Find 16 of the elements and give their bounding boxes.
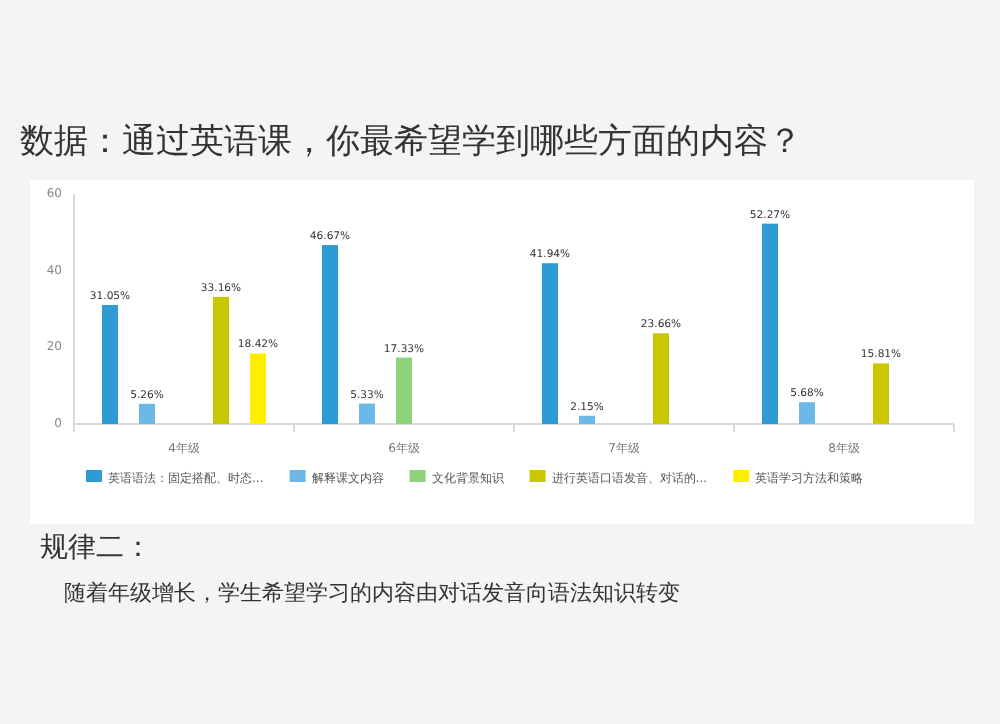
bar: [213, 296, 229, 424]
bar: [873, 363, 889, 424]
bar: [762, 223, 778, 424]
bar: [102, 304, 118, 424]
bar: [250, 353, 266, 424]
bar: [139, 403, 155, 424]
bar: [396, 357, 412, 424]
bar: [653, 333, 669, 424]
title: 数据：通过英语课，你最希望学到哪些方面的内容？: [20, 122, 802, 162]
bar: [579, 415, 595, 424]
text: 随着年级增长，学生希望学习的内容由对话发音向语法知识转变: [64, 580, 680, 606]
bar: [799, 402, 815, 424]
text: 规律二：: [40, 532, 152, 564]
bar: [322, 245, 338, 424]
bar: [542, 263, 558, 424]
bar: [359, 403, 375, 424]
